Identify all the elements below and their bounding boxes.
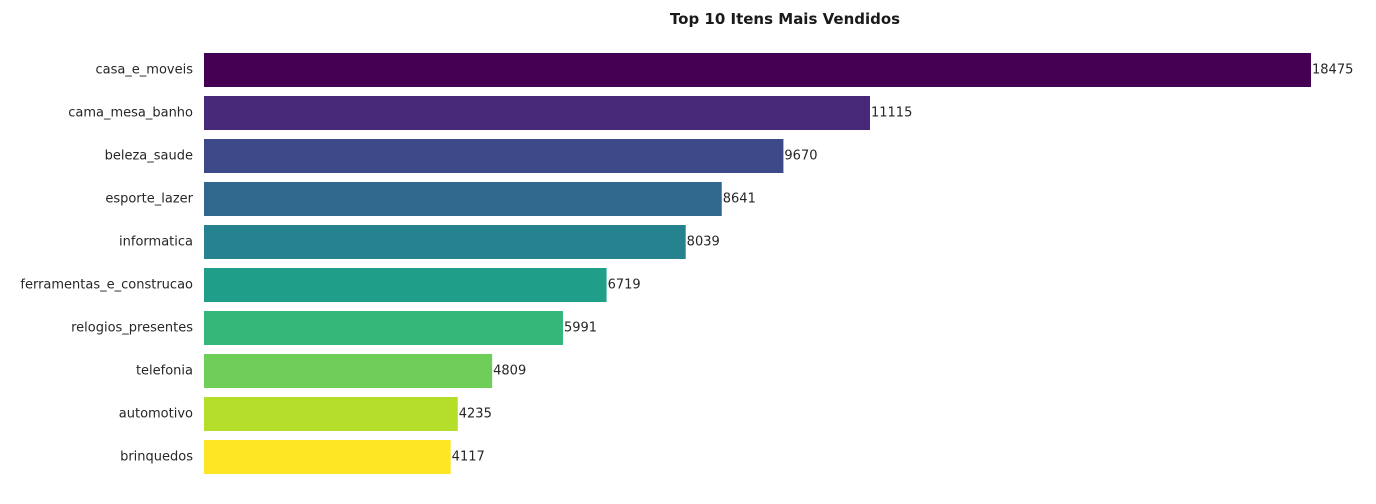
category-labels: casa_e_moveis cama_mesa_banho beleza_saude…	[20, 63, 193, 465]
bar-relogios_presentes	[204, 311, 563, 345]
value-label: 4235	[459, 407, 492, 422]
bar-ferramentas_e_construcao	[204, 268, 607, 302]
category-label: informatica	[119, 235, 193, 250]
value-label: 18475	[1312, 63, 1353, 78]
value-label: 8641	[723, 192, 756, 207]
bar-casa_e_moveis	[204, 53, 1311, 87]
value-label: 11115	[871, 106, 912, 121]
value-labels: 18475 11115 9670 8641 8039 6719 5991 4809 4235 41…	[452, 63, 1354, 465]
bars-layer	[204, 53, 1311, 474]
bar-cama_mesa_banho	[204, 96, 870, 130]
category-label: automotivo	[119, 407, 193, 422]
category-label: brinquedos	[120, 450, 193, 465]
value-label: 5991	[564, 321, 597, 336]
category-label: telefonia	[136, 364, 193, 379]
bar-brinquedos	[204, 440, 451, 474]
value-label: 4117	[452, 450, 485, 465]
category-label: beleza_saude	[105, 149, 193, 164]
chart-title: Top 10 Itens Mais Vendidos	[670, 10, 900, 28]
bar-informatica	[204, 225, 686, 259]
category-label: relogios_presentes	[71, 321, 193, 336]
bar-beleza_saude	[204, 139, 784, 173]
category-label: esporte_lazer	[105, 192, 193, 207]
category-label: ferramentas_e_construcao	[20, 278, 193, 293]
bar-telefonia	[204, 354, 493, 388]
bar-esporte_lazer	[204, 182, 722, 216]
value-label: 9670	[784, 149, 817, 164]
value-label: 8039	[687, 235, 720, 250]
value-label: 6719	[608, 278, 641, 293]
bar-automotivo	[204, 397, 458, 431]
category-label: cama_mesa_banho	[68, 106, 193, 121]
category-label: casa_e_moveis	[95, 63, 193, 78]
value-label: 4809	[493, 364, 526, 379]
